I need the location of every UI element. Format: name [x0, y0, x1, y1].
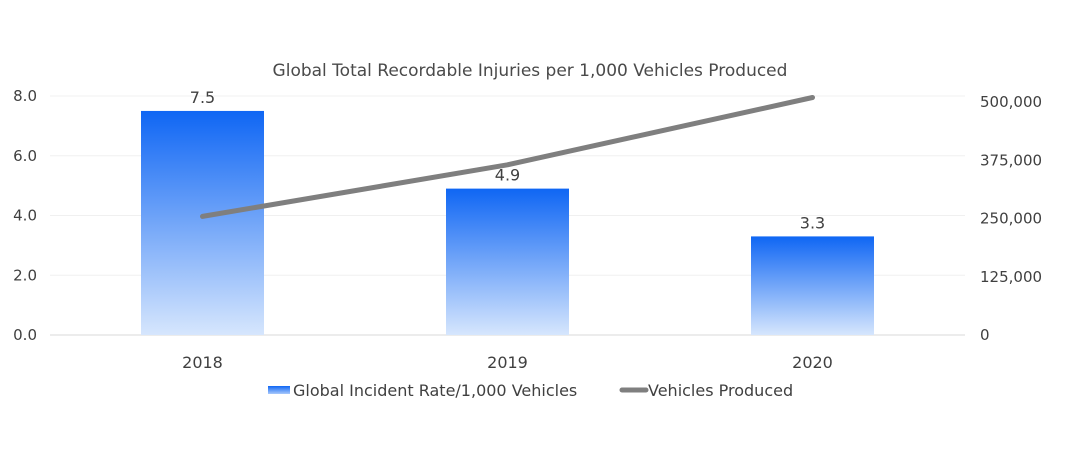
left-tick-label: 8.0 — [13, 87, 37, 105]
right-tick-label: 125,000 — [980, 268, 1042, 286]
left-tick-label: 2.0 — [13, 266, 37, 284]
category-label: 2020 — [792, 353, 833, 372]
left-axis: 0.0 2.0 4.0 6.0 8.0 — [13, 87, 37, 344]
bar — [141, 110, 264, 335]
vehicles-produced-line — [200, 95, 815, 219]
x-axis: 2018 2019 2020 — [182, 353, 833, 372]
right-tick-label: 250,000 — [980, 210, 1042, 228]
bar-series — [141, 110, 874, 335]
category-label: 2018 — [182, 353, 223, 372]
bar — [446, 188, 569, 335]
line-series — [200, 95, 815, 219]
bar — [751, 236, 874, 335]
right-tick-label: 0 — [980, 326, 990, 344]
left-tick-label: 4.0 — [13, 207, 37, 225]
legend-swatch-bar — [268, 386, 290, 394]
right-axis: 0 125,000 250,000 375,000 500,000 — [980, 93, 1042, 344]
right-tick-label: 500,000 — [980, 93, 1042, 111]
data-label: 4.9 — [495, 166, 520, 185]
data-labels: 7.5 4.9 3.3 — [190, 88, 825, 232]
chart-title: Global Total Recordable Injuries per 1,0… — [273, 61, 788, 81]
category-label: 2019 — [487, 353, 528, 372]
data-label: 7.5 — [190, 88, 215, 107]
legend-label-bar: Global Incident Rate/1,000 Vehicles — [293, 381, 577, 400]
data-label: 3.3 — [800, 213, 825, 232]
left-tick-label: 0.0 — [13, 326, 37, 344]
legend: Global Incident Rate/1,000 Vehicles Vehi… — [268, 381, 793, 400]
right-tick-label: 375,000 — [980, 151, 1042, 169]
left-tick-label: 6.0 — [13, 147, 37, 165]
legend-label-line: Vehicles Produced — [648, 381, 793, 400]
